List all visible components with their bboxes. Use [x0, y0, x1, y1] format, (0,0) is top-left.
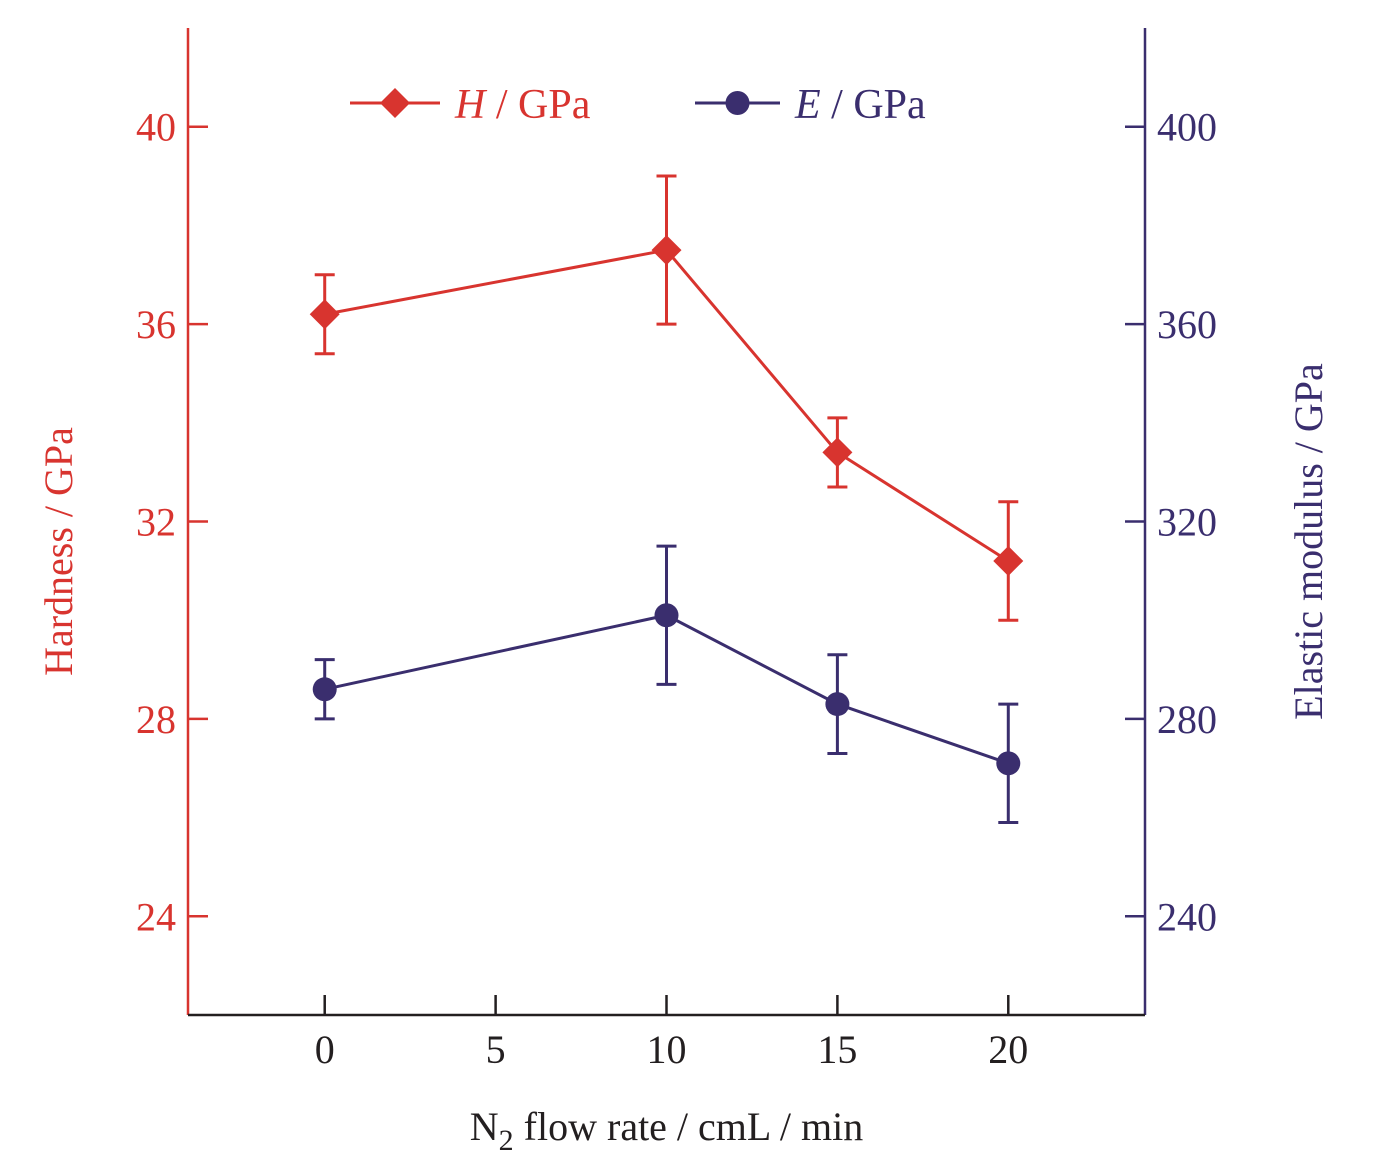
- series-layer: [309, 174, 1024, 825]
- y-left-tick-label: 32: [136, 500, 176, 545]
- legend-label: H / GPa: [454, 82, 591, 128]
- x-tick-label: 15: [817, 1027, 857, 1072]
- y-left-tick-label: 28: [136, 697, 176, 742]
- x-tick-label: 5: [486, 1027, 506, 1072]
- series-line: [324, 613, 1009, 765]
- y-axis-right-label: Elastic modulus / GPa: [1286, 363, 1331, 720]
- data-point-diamond: [309, 299, 340, 330]
- data-point-circle: [312, 677, 337, 702]
- y-right-tick-label: 320: [1157, 500, 1217, 545]
- x-axis-label: N2 flow rate / cmL / min: [470, 1104, 863, 1157]
- y-right-tick-label: 240: [1157, 894, 1217, 939]
- x-tick-label: 20: [988, 1027, 1028, 1072]
- series-H: [309, 174, 1024, 622]
- data-point-diamond: [651, 235, 682, 266]
- legend-label: E / GPa: [794, 82, 926, 128]
- data-point-circle: [825, 692, 850, 717]
- data-point-circle: [996, 751, 1021, 776]
- series-E: [312, 544, 1021, 825]
- data-point-diamond: [822, 437, 853, 468]
- legend: H / GPa E / GPa: [350, 82, 926, 128]
- legend-item-H: H / GPa: [350, 82, 591, 128]
- data-point-circle: [654, 603, 679, 628]
- x-tick-label: 0: [315, 1027, 335, 1072]
- legend-marker-circle: [725, 91, 750, 115]
- y-right-tick-label: 400: [1157, 105, 1217, 150]
- y-left-tick-label: 36: [136, 302, 176, 347]
- data-point-diamond: [993, 545, 1024, 576]
- legend-marker-diamond: [380, 88, 410, 118]
- y-left-tick-label: 24: [136, 894, 176, 939]
- legend-item-E: E / GPa: [695, 82, 926, 128]
- y-axis-left-label: Hardness / GPa: [36, 427, 81, 676]
- series-line: [324, 248, 1010, 563]
- y-left-tick-label: 40: [136, 105, 176, 150]
- x-tick-label: 10: [647, 1027, 687, 1072]
- y-right-tick-label: 280: [1157, 697, 1217, 742]
- ticks: 0 5 10 15 20 24 28 32 36 40 240 280 320 360 400: [136, 105, 1217, 1072]
- y-right-tick-label: 360: [1157, 302, 1217, 347]
